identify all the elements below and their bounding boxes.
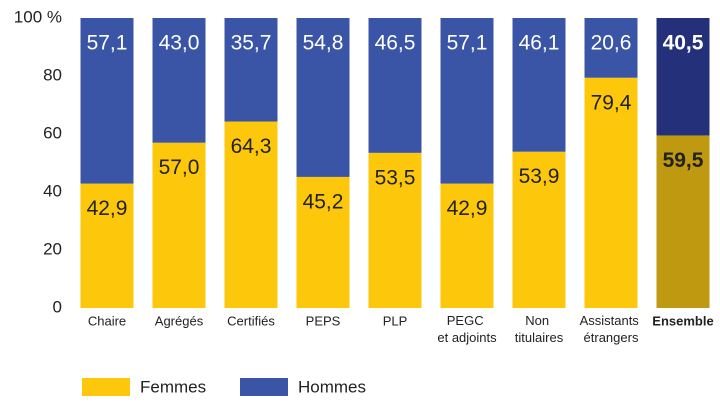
bar-segment: [368, 18, 422, 153]
bar-segment: [296, 176, 350, 308]
x-tick-label-line: PEGC: [447, 313, 487, 328]
x-tick-label: Agrégés: [155, 313, 204, 328]
x-tick-label-line: Non: [525, 313, 552, 328]
legend-label: Femmes: [140, 377, 206, 396]
legend-swatch: [240, 378, 288, 396]
x-tick-label-line: et adjoints: [437, 330, 497, 345]
value-label: 40,5: [663, 32, 704, 55]
value-label: 79,4: [591, 91, 632, 114]
y-tick-label: 80: [43, 65, 62, 84]
value-label: 59,5: [663, 149, 704, 172]
bar-segment: [656, 18, 710, 136]
x-tick-label: Certifiés: [227, 313, 275, 328]
value-label: 42,9: [447, 197, 488, 220]
bar-segment: [80, 183, 134, 308]
value-label: 54,8: [303, 32, 344, 55]
x-tick-label: PLP: [383, 313, 408, 328]
bar-segment: [80, 18, 134, 184]
x-tick-label: Non titulaires: [515, 313, 564, 345]
value-label: 53,9: [519, 165, 560, 188]
bar-segment: [440, 18, 494, 184]
x-tick-label-line: Assistants: [580, 313, 643, 328]
legend-swatch: [82, 378, 130, 396]
y-tick-label: 60: [43, 123, 62, 142]
x-tick-label: PEPS: [306, 313, 341, 328]
bar-segment: [584, 77, 638, 309]
x-tick-label: Ensemble: [652, 313, 713, 328]
value-label: 43,0: [159, 32, 200, 55]
x-tick-label: PEGC et adjoints: [437, 313, 497, 345]
value-label: 64,3: [231, 135, 272, 158]
value-label: 42,9: [87, 197, 128, 220]
value-label: 57,1: [87, 32, 128, 55]
y-tick-label: 40: [43, 181, 62, 200]
value-label: 45,2: [303, 190, 344, 213]
y-tick-label: 0: [53, 297, 62, 316]
value-label: 20,6: [591, 32, 632, 55]
bar-segment: [440, 183, 494, 308]
value-label: 35,7: [231, 32, 272, 55]
value-label: 46,1: [519, 32, 560, 55]
bar-segment: [224, 121, 278, 308]
bar-segment: [656, 135, 710, 308]
bar-segment: [152, 18, 206, 143]
bar-segment: [368, 152, 422, 308]
legend-label: Hommes: [298, 377, 366, 396]
value-label: 53,5: [375, 166, 416, 189]
bar-segment: [224, 18, 278, 122]
bar-segment: [296, 18, 350, 177]
bar-segment: [512, 18, 566, 152]
x-tick-label: Chaire: [88, 313, 126, 328]
y-tick-label: 20: [43, 239, 62, 258]
value-label: 57,1: [447, 32, 488, 55]
bar-segment: [152, 142, 206, 308]
x-tick-label-line: étrangers: [584, 330, 639, 345]
x-tick-label: Assistants étrangers: [580, 313, 643, 345]
x-tick-label-line: titulaires: [515, 330, 564, 345]
value-label: 46,5: [375, 32, 416, 55]
value-label: 57,0: [159, 156, 200, 179]
bar-segment: [512, 151, 566, 308]
y-tick-label: 100 %: [14, 7, 62, 26]
bar-segment: [584, 18, 638, 78]
